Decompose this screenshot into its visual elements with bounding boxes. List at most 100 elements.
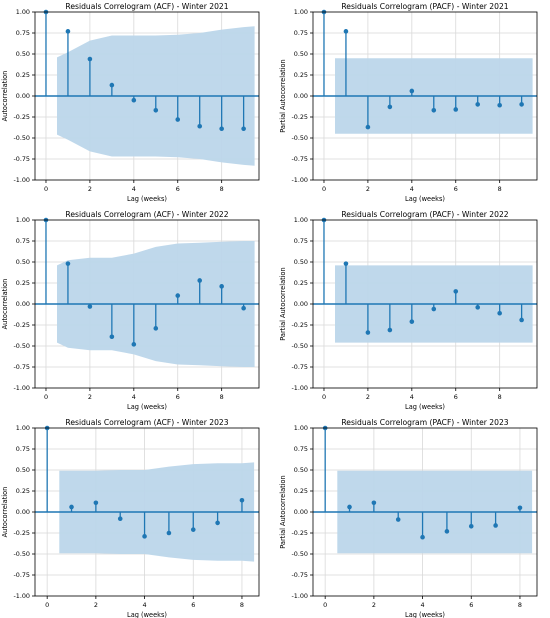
- y-axis-label: Partial Autocorrelation: [279, 267, 287, 341]
- y-tick-label: -1.00: [13, 384, 30, 392]
- y-tick-label: 0.75: [294, 29, 308, 37]
- y-tick-label: 0.00: [16, 508, 30, 516]
- point-lag-2: [87, 304, 93, 309]
- y-tick-label: 0.00: [294, 300, 308, 308]
- y-tick-label: 1.00: [16, 8, 30, 16]
- chart-title: Residuals Correlogram (PACF) - Winter 20…: [341, 418, 508, 427]
- y-axis-label: Autocorrelation: [1, 487, 9, 538]
- x-axis-label: Lag (weeks): [405, 403, 445, 411]
- x-tick-label: 0: [45, 601, 49, 609]
- y-tick-label: -0.75: [13, 571, 30, 579]
- x-tick-label: 6: [454, 393, 458, 401]
- y-tick-label: -1.00: [291, 176, 308, 184]
- point-lag-5: [431, 306, 437, 312]
- x-tick-label: 4: [410, 393, 414, 401]
- y-tick-label: 0.75: [294, 237, 308, 245]
- y-tick-label: -1.00: [13, 592, 30, 600]
- point-lag-2: [93, 500, 99, 506]
- y-tick-label: 0.50: [294, 258, 308, 266]
- y-tick-label: -0.75: [291, 155, 308, 163]
- y-tick-label: 0.00: [16, 300, 30, 308]
- point-lag-8: [517, 505, 523, 511]
- x-tick-label: 4: [410, 185, 414, 193]
- point-lag-6: [190, 527, 196, 532]
- y-axis-label: Autocorrelation: [1, 71, 9, 122]
- point-lag-2: [371, 500, 377, 506]
- y-tick-label: 0.75: [16, 445, 30, 453]
- x-tick-label: 6: [176, 393, 180, 401]
- chart-title: Residuals Correlogram (ACF) - Winter 202…: [65, 418, 228, 427]
- y-tick-label: 0.00: [16, 92, 30, 100]
- point-lag-5: [153, 326, 159, 331]
- y-tick-label: -0.50: [13, 134, 30, 142]
- y-tick-label: -0.50: [291, 134, 308, 142]
- x-tick-label: 0: [44, 393, 48, 401]
- y-tick-label: 0.75: [294, 445, 308, 453]
- x-tick-label: 4: [132, 185, 136, 193]
- y-tick-label: -0.50: [13, 550, 30, 558]
- point-lag-5: [431, 107, 437, 113]
- y-axis-label: Autocorrelation: [1, 279, 9, 330]
- point-lag-5: [166, 530, 172, 536]
- x-axis-label: Lag (weeks): [405, 195, 445, 203]
- y-tick-label: 0.50: [16, 258, 30, 266]
- y-axis-label: Partial Autocorrelation: [279, 59, 287, 133]
- y-tick-label: 0.50: [16, 466, 30, 474]
- point-lag-7: [475, 305, 481, 310]
- x-tick-label: 4: [132, 393, 136, 401]
- x-tick-label: 0: [322, 185, 326, 193]
- x-axis-label: Lag (weeks): [127, 611, 167, 618]
- chart-title: Residuals Correlogram (ACF) - Winter 202…: [65, 210, 228, 219]
- y-tick-label: 0.25: [294, 71, 308, 79]
- point-lag-2: [87, 56, 93, 62]
- point-lag-4: [409, 319, 415, 324]
- point-lag-2: [365, 330, 371, 335]
- y-tick-label: 0.75: [16, 237, 30, 245]
- y-tick-label: -0.25: [291, 113, 308, 121]
- point-lag-1: [65, 261, 71, 266]
- x-tick-label: 8: [518, 601, 522, 609]
- point-lag-4: [131, 342, 137, 347]
- y-tick-label: 1.00: [16, 424, 30, 432]
- point-lag-2: [365, 124, 371, 130]
- x-tick-label: 8: [220, 185, 224, 193]
- chart-panel-6: 0 2 4 6 8 -1.00 -0.75 -0.50 -0.25 0.00 0.25 0.50 0.7…: [279, 418, 538, 618]
- point-lag-9: [241, 305, 246, 311]
- point-lag-1: [347, 504, 352, 510]
- point-lag-4: [131, 97, 137, 103]
- x-tick-label: 4: [143, 601, 147, 609]
- x-axis-label: Lag (weeks): [405, 611, 445, 618]
- chart-title: Residuals Correlogram (PACF) - Winter 20…: [341, 2, 508, 11]
- x-tick-label: 0: [322, 393, 326, 401]
- y-tick-label: 0.50: [294, 466, 308, 474]
- x-tick-label: 8: [220, 393, 224, 401]
- x-tick-label: 0: [323, 601, 327, 609]
- point-lag-7: [197, 123, 203, 129]
- point-lag-3: [387, 327, 393, 333]
- x-tick-label: 2: [366, 393, 370, 401]
- x-tick-label: 8: [498, 185, 502, 193]
- x-tick-label: 8: [498, 393, 502, 401]
- chart-title: Residuals Correlogram (PACF) - Winter 20…: [341, 210, 508, 219]
- y-tick-label: -0.75: [291, 571, 308, 579]
- x-axis-label: Lag (weeks): [127, 403, 167, 411]
- x-tick-label: 8: [240, 601, 244, 609]
- y-tick-label: -0.25: [13, 529, 30, 537]
- y-tick-label: 0.00: [294, 92, 308, 100]
- point-lag-6: [453, 107, 459, 112]
- point-lag-3: [395, 517, 401, 522]
- y-axis-label: Partial Autocorrelation: [279, 475, 287, 549]
- point-lag-5: [444, 529, 450, 534]
- x-tick-label: 0: [44, 185, 48, 193]
- point-lag-7: [215, 520, 220, 526]
- chart-panel-5: 0 2 4 6 8 -1.00 -0.75 -0.50 -0.25 0.00 0.25 0.50 0.7…: [1, 418, 260, 618]
- point-lag-6: [175, 293, 181, 298]
- point-lag-1: [343, 29, 349, 34]
- y-tick-label: 1.00: [294, 8, 308, 16]
- point-lag-3: [109, 82, 115, 88]
- point-lag-8: [497, 310, 502, 316]
- point-lag-3: [109, 334, 115, 340]
- point-lag-8: [497, 102, 502, 108]
- x-tick-label: 4: [421, 601, 425, 609]
- point-lag-6: [453, 289, 459, 294]
